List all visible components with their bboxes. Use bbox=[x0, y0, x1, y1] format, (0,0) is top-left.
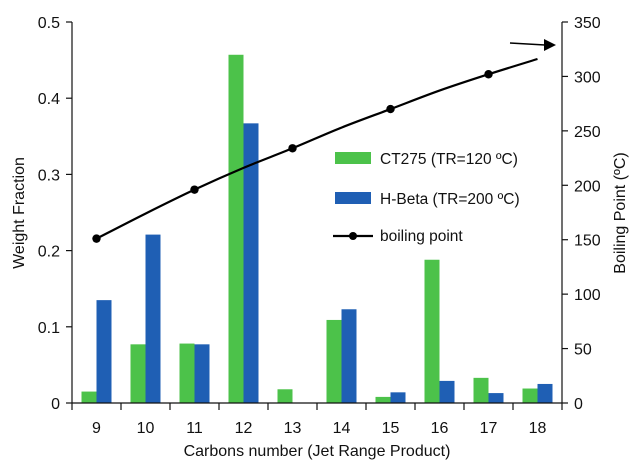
bar-hbeta-11 bbox=[194, 344, 210, 403]
axis-arrow-head bbox=[544, 39, 556, 51]
y2-tick-label: 350 bbox=[574, 15, 601, 32]
y2-tick-label: 100 bbox=[574, 287, 601, 304]
bar-ct275-15 bbox=[375, 396, 391, 403]
y2-tick-label: 150 bbox=[574, 233, 601, 250]
y-tick-label: 0.2 bbox=[38, 244, 60, 261]
x-tick-label: 15 bbox=[382, 420, 400, 437]
y2-tick-label: 300 bbox=[574, 69, 601, 86]
bar-hbeta-17 bbox=[488, 393, 504, 403]
x-tick-label: 12 bbox=[235, 420, 253, 437]
boiling-point-marker-9 bbox=[92, 234, 101, 243]
y-axis-title: Weight Fraction bbox=[11, 157, 28, 269]
x-tick-label: 14 bbox=[333, 420, 351, 437]
bars-layer bbox=[81, 54, 553, 404]
legend-marker-boiling-point bbox=[349, 232, 357, 240]
boiling-point-marker-11 bbox=[190, 185, 199, 194]
bar-ct275-18 bbox=[522, 388, 538, 403]
boiling-point-line bbox=[95, 57, 538, 240]
x-tick-label: 13 bbox=[284, 420, 302, 437]
bar-ct275-12 bbox=[228, 54, 244, 404]
bar-hbeta-9 bbox=[96, 300, 112, 403]
y2-tick-labels: 0 50 100 150 200 250 300 350 bbox=[562, 15, 601, 413]
y-tick-label: 0 bbox=[51, 396, 60, 413]
y-tick-label: 0.5 bbox=[38, 15, 60, 32]
x-axis-title: Carbons number (Jet Range Product) bbox=[184, 443, 451, 460]
bar-ct275-17 bbox=[473, 377, 489, 403]
bar-ct275-10 bbox=[130, 344, 146, 403]
bar-hbeta-15 bbox=[390, 392, 406, 403]
legend-label-ct275: CT275 (TR=120 ºC) bbox=[380, 151, 518, 168]
bar-hbeta-12 bbox=[243, 123, 259, 403]
boiling-point-marker-17 bbox=[484, 70, 493, 79]
x-tick-label: 11 bbox=[186, 420, 203, 437]
x-tick-labels: 9 10 11 12 13 14 15 16 17 18 bbox=[92, 420, 546, 437]
x-tick-label: 18 bbox=[529, 420, 547, 437]
y2-tick-label: 0 bbox=[574, 396, 583, 413]
legend-swatch-hbeta bbox=[335, 192, 371, 204]
y2-tick-label: 50 bbox=[574, 342, 592, 359]
boiling-point-line-layer bbox=[92, 57, 538, 243]
x-tick-label: 9 bbox=[92, 420, 101, 437]
legend: CT275 (TR=120 ºC) H-Beta (TR=200 ºC) boi… bbox=[333, 151, 520, 245]
x-tick-marks bbox=[71, 403, 563, 410]
bar-ct275-16 bbox=[424, 259, 440, 403]
bar-ct275-11 bbox=[179, 343, 195, 403]
x-tick-label: 10 bbox=[137, 420, 155, 437]
bar-hbeta-18 bbox=[537, 383, 553, 403]
x-tick-label: 16 bbox=[431, 420, 449, 437]
bar-ct275-14 bbox=[326, 319, 342, 403]
bar-ct275-9 bbox=[81, 391, 97, 403]
bar-ct275-13 bbox=[277, 389, 293, 403]
y-tick-label: 0.1 bbox=[38, 320, 60, 337]
boiling-point-marker-13 bbox=[288, 144, 297, 153]
legend-label-boiling-point: boiling point bbox=[380, 228, 463, 245]
bar-hbeta-16 bbox=[439, 380, 455, 403]
x-tick-label: 17 bbox=[480, 420, 498, 437]
y2-axis-title: Boiling Point (ºC) bbox=[612, 152, 629, 273]
y-tick-label: 0.3 bbox=[38, 167, 60, 184]
legend-swatch-ct275 bbox=[335, 152, 371, 164]
y-tick-labels: 0 0.1 0.2 0.3 0.4 0.5 bbox=[38, 15, 72, 413]
bar-hbeta-14 bbox=[341, 309, 357, 403]
y-tick-label: 0.4 bbox=[38, 91, 60, 108]
legend-label-hbeta: H-Beta (TR=200 ºC) bbox=[380, 191, 520, 208]
axis-arrow bbox=[509, 42, 546, 46]
bar-hbeta-10 bbox=[145, 234, 161, 403]
boiling-point-marker-15 bbox=[386, 104, 395, 114]
y2-tick-label: 250 bbox=[574, 124, 601, 141]
y2-tick-label: 200 bbox=[574, 178, 601, 195]
